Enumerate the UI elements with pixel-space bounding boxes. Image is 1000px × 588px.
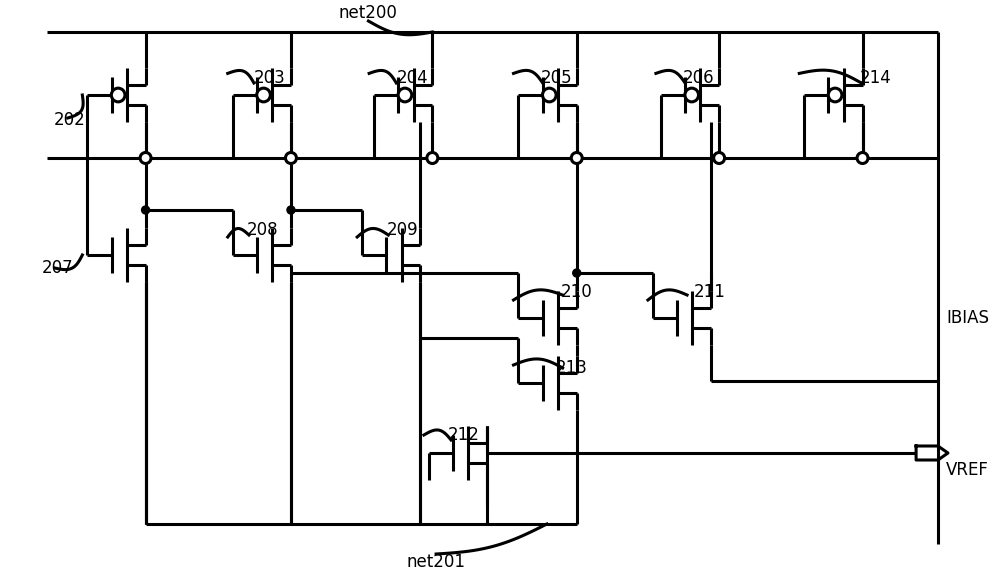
Circle shape [142,206,150,214]
Text: 209: 209 [386,221,418,239]
Circle shape [257,88,270,102]
Text: 203: 203 [254,69,286,87]
Circle shape [111,88,125,102]
Text: 208: 208 [247,221,279,239]
Circle shape [285,152,296,163]
Circle shape [398,88,412,102]
Text: 206: 206 [683,69,715,87]
Circle shape [573,269,581,277]
Text: 207: 207 [42,259,73,277]
Text: 212: 212 [448,426,480,444]
Text: VREF: VREF [946,461,989,479]
Circle shape [427,152,438,163]
Text: net200: net200 [339,4,398,22]
Text: 213: 213 [556,359,588,377]
Text: 211: 211 [694,283,726,301]
Circle shape [685,88,699,102]
Circle shape [287,206,295,214]
Text: net201: net201 [407,553,466,571]
Circle shape [543,88,556,102]
Text: 214: 214 [859,69,891,87]
Circle shape [857,152,868,163]
Circle shape [140,152,151,163]
Text: 202: 202 [54,111,86,129]
Circle shape [571,152,582,163]
Text: 204: 204 [396,69,428,87]
Text: 210: 210 [561,283,592,301]
Text: 205: 205 [541,69,572,87]
Circle shape [828,88,842,102]
Text: IBIAS: IBIAS [946,309,989,327]
Circle shape [714,152,725,163]
